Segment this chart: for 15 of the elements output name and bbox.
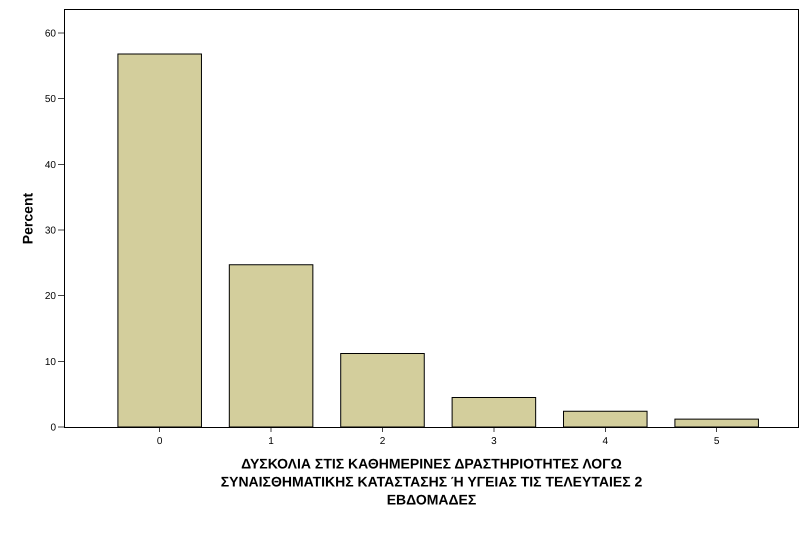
x-tick-label: 4	[602, 436, 608, 447]
x-tick-label: 5	[714, 436, 720, 447]
x-axis-title: ΔΥΣΚΟΛΙΑ ΣΤΙΣ ΚΑΘΗΜΕΡΙΝΕΣ ΔΡΑΣΤΗΡΙΟΤΗΤΕΣ ΛΟΓΩ ΣΥΝΑΙΣΘΗΜΑΤΙΚΗΣ ΚΑΤΑΣΤΑΣΗΣ Ή ΥΓΕΙΑΣ ΤΙΣ ΤΕΛΕΥΤΑΙΕΣ 2 ΕΒΔΟΜΑΔΕΣ	[220, 455, 643, 508]
x-tick-label: 3	[491, 436, 498, 447]
y-tick-label: 10	[44, 356, 56, 368]
y-tick-label: 20	[44, 291, 56, 302]
x-tick-label: 2	[380, 436, 386, 447]
y-tick-label: 40	[44, 160, 56, 171]
y-tick-label: 60	[44, 28, 56, 40]
x-tick-label: 0	[156, 436, 163, 447]
y-tick-label: 50	[44, 94, 56, 106]
x-tick-label: 1	[268, 436, 274, 447]
y-tick-label: 0	[50, 422, 56, 434]
y-axis-title: Percent	[19, 192, 36, 244]
y-tick-label: 30	[44, 225, 56, 236]
